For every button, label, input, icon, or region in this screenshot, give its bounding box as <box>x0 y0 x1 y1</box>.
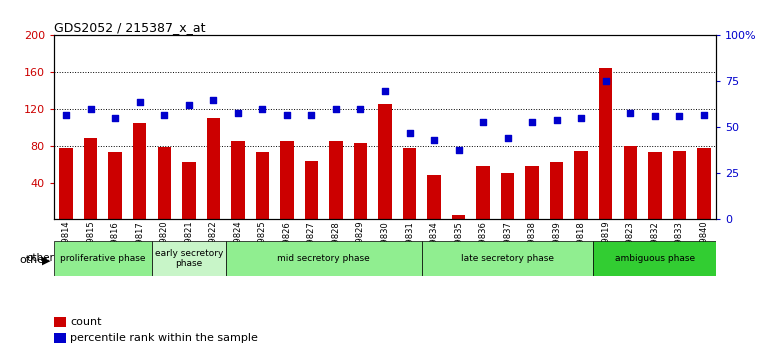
Bar <box>182 162 196 219</box>
Point <box>551 117 563 123</box>
Point <box>526 119 538 125</box>
Text: mid secretory phase: mid secretory phase <box>277 254 370 263</box>
Text: count: count <box>71 317 102 327</box>
Bar <box>452 215 465 219</box>
Point <box>354 106 367 112</box>
Bar <box>256 152 269 219</box>
Text: early secretory
phase: early secretory phase <box>155 249 223 268</box>
Point <box>600 79 612 84</box>
Point <box>648 114 661 119</box>
Point <box>133 99 146 104</box>
Point <box>575 115 588 121</box>
Point <box>182 103 195 108</box>
Bar <box>231 141 245 219</box>
Bar <box>54 241 152 276</box>
Point <box>477 119 489 125</box>
Point <box>698 112 710 118</box>
Point <box>330 106 342 112</box>
Point <box>501 136 514 141</box>
Bar <box>403 148 417 219</box>
Text: other: other <box>19 255 49 265</box>
Bar <box>84 138 98 219</box>
Point <box>85 106 97 112</box>
Text: late secretory phase: late secretory phase <box>461 254 554 263</box>
Point <box>207 97 219 103</box>
Point <box>453 147 465 152</box>
Bar <box>427 175 440 219</box>
Bar <box>152 241 226 276</box>
Point <box>232 110 244 115</box>
Text: GDS2052 / 215387_x_at: GDS2052 / 215387_x_at <box>54 21 206 34</box>
Text: other: other <box>26 253 54 263</box>
Bar <box>158 147 171 219</box>
Bar <box>672 152 686 219</box>
Bar <box>599 68 612 219</box>
Bar <box>500 173 514 219</box>
Text: ambiguous phase: ambiguous phase <box>614 254 695 263</box>
Point <box>60 112 72 118</box>
Bar <box>280 141 293 219</box>
Bar <box>378 104 392 219</box>
Point <box>109 115 122 121</box>
Point <box>256 106 269 112</box>
Point <box>624 110 637 115</box>
Text: ▶: ▶ <box>42 255 50 265</box>
Point <box>281 112 293 118</box>
Bar <box>59 148 73 219</box>
Point <box>158 112 170 118</box>
Bar <box>305 161 318 219</box>
Bar <box>574 152 588 219</box>
Bar <box>54 333 65 343</box>
Bar <box>525 166 539 219</box>
Bar <box>54 317 65 327</box>
Bar <box>550 162 564 219</box>
Bar <box>624 146 637 219</box>
Bar <box>594 241 716 276</box>
Bar <box>697 148 711 219</box>
Bar <box>206 118 220 219</box>
Bar <box>330 141 343 219</box>
Bar <box>353 143 367 219</box>
Point <box>379 88 391 93</box>
Bar <box>648 152 661 219</box>
Bar <box>109 152 122 219</box>
Bar <box>226 241 422 276</box>
Bar <box>133 123 146 219</box>
Point <box>305 112 317 118</box>
Point <box>403 130 416 136</box>
Bar <box>477 166 490 219</box>
Bar <box>422 241 594 276</box>
Point <box>428 137 440 143</box>
Text: percentile rank within the sample: percentile rank within the sample <box>71 333 258 343</box>
Point <box>673 114 685 119</box>
Text: proliferative phase: proliferative phase <box>60 254 146 263</box>
